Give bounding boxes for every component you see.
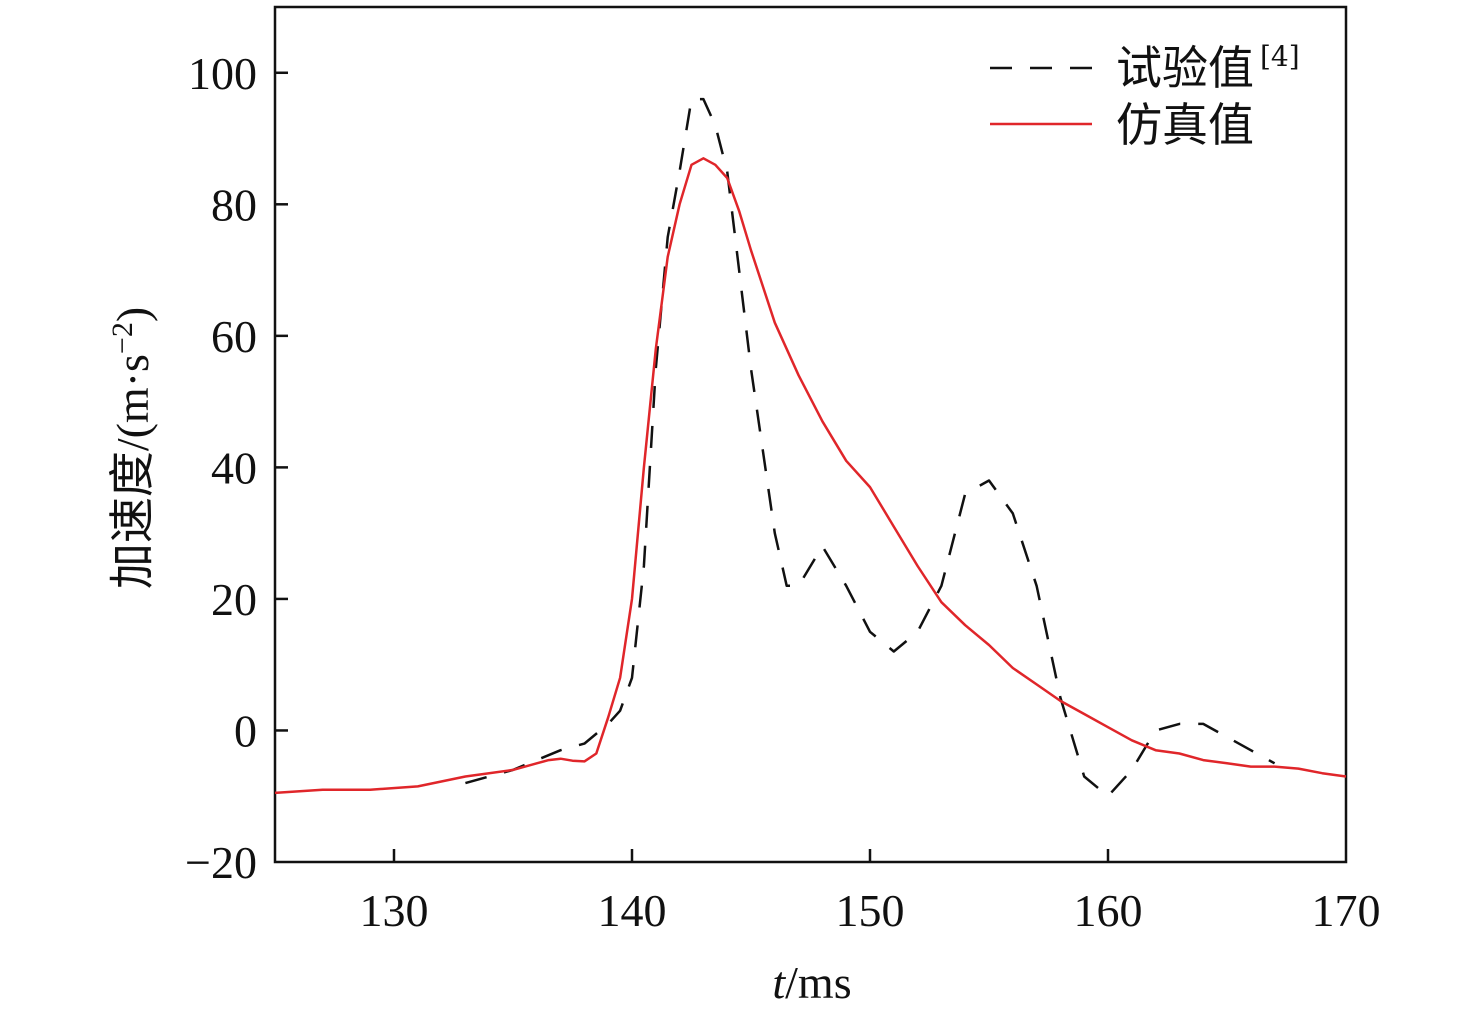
y-axis-label-suffix: ) bbox=[107, 307, 158, 322]
legend-label-experimental: 试验值 [4] bbox=[1116, 40, 1300, 95]
x-axis-unit: /ms bbox=[785, 957, 851, 1008]
legend-reference: [4] bbox=[1260, 40, 1300, 73]
y-tick-label: 80 bbox=[211, 179, 257, 230]
y-tick-label: 60 bbox=[211, 311, 257, 362]
x-axis-ticks: 130 140 150 160 170 bbox=[360, 849, 1381, 936]
y-tick-label: 40 bbox=[211, 442, 257, 493]
legend-label-experimental-text: 试验值 bbox=[1116, 41, 1254, 95]
x-tick-label: 150 bbox=[836, 885, 905, 936]
y-axis-label: 加速度/(m·s−2) bbox=[106, 307, 158, 589]
legend: 试验值 [4] 仿真值 bbox=[990, 40, 1300, 152]
legend-label-simulation: 仿真值 bbox=[1116, 98, 1254, 152]
y-axis-ticks: −20 0 20 40 60 80 100 bbox=[185, 48, 288, 888]
y-tick-label: 100 bbox=[188, 48, 257, 99]
x-tick-label: 170 bbox=[1312, 885, 1381, 936]
series-line-experimental bbox=[465, 97, 1276, 798]
series-layer bbox=[274, 97, 1347, 798]
y-tick-label: 20 bbox=[211, 574, 257, 625]
x-tick-label: 130 bbox=[360, 885, 429, 936]
x-axis-variable: t bbox=[772, 957, 786, 1008]
x-tick-label: 160 bbox=[1074, 885, 1143, 936]
y-axis-label-exponent: −2 bbox=[106, 322, 139, 354]
y-axis-label-prefix: 加速度/(m·s bbox=[107, 354, 158, 589]
plot-frame bbox=[273, 5, 1348, 864]
x-axis-label: t/ms bbox=[772, 957, 851, 1008]
series-line-simulation bbox=[274, 157, 1347, 795]
y-tick-label: −20 bbox=[185, 837, 257, 888]
y-tick-label: 0 bbox=[234, 705, 257, 756]
x-tick-label: 140 bbox=[598, 885, 667, 936]
